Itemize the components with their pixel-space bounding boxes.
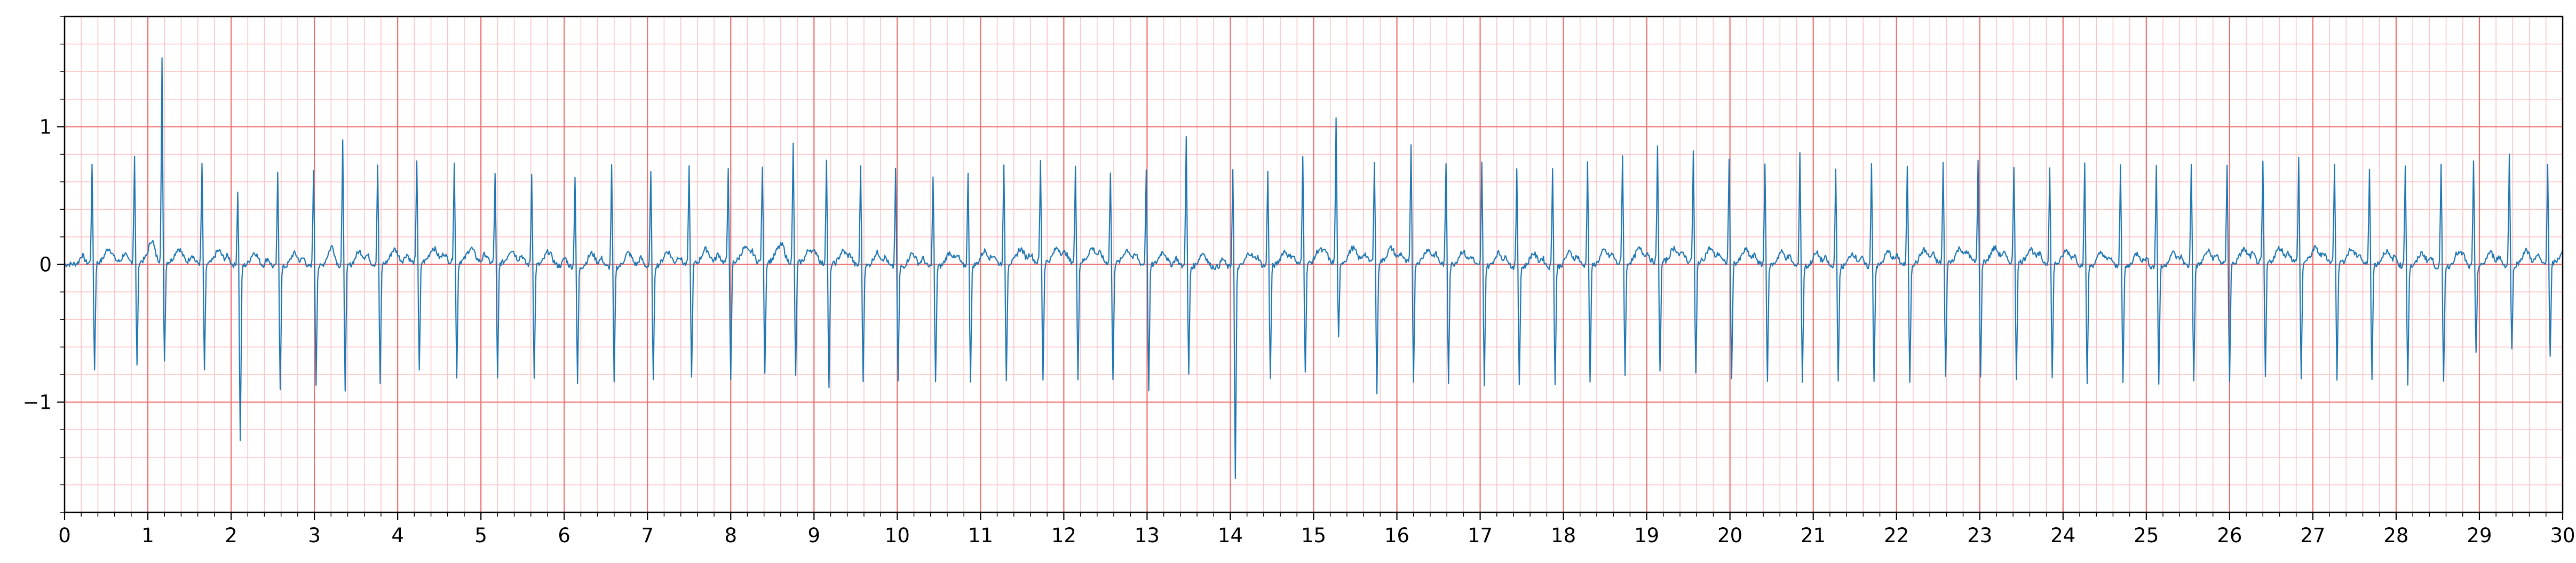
x-tick-label: 16 [1384,524,1409,547]
x-tick-label: 4 [391,524,404,547]
x-tick-label: 6 [558,524,570,547]
x-tick-label: 2 [225,524,237,547]
x-tick-label: 28 [2383,524,2408,547]
x-tick-label: 18 [1551,524,1576,547]
x-tick-label: 11 [968,524,993,547]
x-axis-ticks: 0 1 2 3 4 5 6 7 8 9 10 11 12 13 14 15 16 17 18 19 20 21 22 23 24… [58,512,2575,547]
y-tick-label: 1 [39,115,52,138]
y-tick-label: 0 [39,253,52,276]
x-tick-label: 0 [58,524,71,547]
x-tick-label: 3 [308,524,321,547]
x-tick-label: 12 [1051,524,1076,547]
x-tick-label: 21 [1801,524,1826,547]
x-tick-label: 13 [1135,524,1160,547]
x-tick-label: 17 [1468,524,1493,547]
x-tick-label: 9 [808,524,821,547]
x-tick-label: 20 [1717,524,1742,547]
x-tick-label: 27 [2300,524,2325,547]
x-tick-label: 19 [1634,524,1659,547]
x-tick-label: 25 [2134,524,2159,547]
x-tick-label: 22 [1884,524,1909,547]
series-layer [64,57,2564,479]
ecg-signal-line [64,57,2564,479]
x-tick-label: 29 [2467,524,2492,547]
x-tick-label: 26 [2217,524,2242,547]
x-tick-label: 1 [141,524,154,547]
x-tick-label: 24 [2050,524,2075,547]
x-tick-label: 23 [1967,524,1992,547]
x-tick-label: 8 [724,524,737,547]
x-tick-label: 7 [641,524,654,547]
x-tick-label: 14 [1218,524,1243,547]
y-tick-label: −1 [22,391,52,414]
x-tick-label: 5 [474,524,487,547]
x-tick-label: 30 [2550,524,2575,547]
x-tick-label: 15 [1301,524,1326,547]
major-grid [64,17,2564,512]
y-axis-ticks: −1 0 1 [22,16,65,513]
x-tick-label: 10 [885,524,910,547]
